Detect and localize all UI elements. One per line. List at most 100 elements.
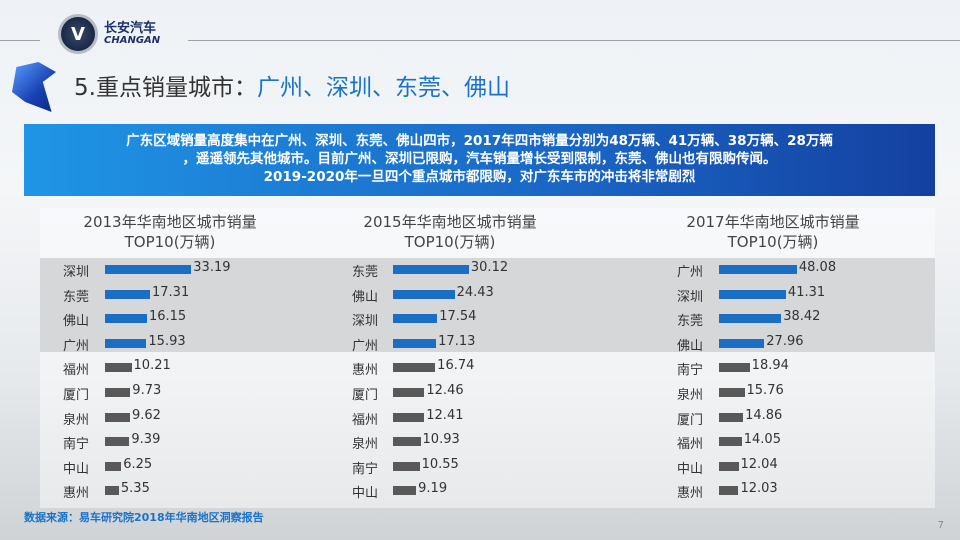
bar [393,388,425,397]
data-label: 9.19 [418,481,448,497]
bar [105,412,130,422]
bar-row: 广州 48.08 [643,257,903,281]
data-label: 10.55 [421,456,459,472]
category-label: 泉州 [63,412,90,428]
category-label: 惠州 [352,363,379,379]
category-label: 福州 [677,437,704,453]
data-label: 12.41 [426,407,464,423]
category-label: 福州 [352,412,379,428]
bar-row: 泉州 10.93 [320,429,580,453]
category-label: 厦门 [352,388,379,403]
data-label: 16.74 [437,358,475,374]
bar-row: 泉州 15.76 [643,380,903,404]
category-label: 东莞 [63,289,90,305]
bar-row: 厦门 9.73 [40,380,300,404]
data-source: 数据来源：易车研究院2018年华南地区洞察报告 [24,511,264,524]
bar [105,437,130,447]
bar-row: 南宁 9.39 [40,429,300,453]
data-label: 17.54 [439,309,477,325]
data-label: 48.08 [798,260,837,275]
data-label: 5.35 [120,481,150,497]
bar-row: 佛山 16.15 [40,306,300,330]
category-label: 广州 [63,338,90,354]
data-label: 6.25 [123,456,153,472]
ribbon-decoration-icon [12,62,56,112]
page-title: 5.重点销量城市：广州、深圳、东莞、佛山 [74,68,510,102]
bar [105,461,122,471]
bar [105,265,192,274]
bar-row: 南宁 18.94 [643,355,903,379]
bar [393,486,417,496]
bar [105,338,147,348]
category-label: 中山 [352,486,379,502]
bar [719,437,742,447]
data-label: 18.94 [751,358,789,374]
category-label: 南宁 [677,363,704,379]
category-label: 南宁 [63,437,90,453]
bar [105,388,131,397]
bar-row: 惠州 5.35 [40,478,300,502]
bar [393,461,420,471]
bar-row: 东莞 30.12 [320,257,580,281]
category-label: 泉州 [677,388,704,403]
category-label: 南宁 [352,461,379,477]
chart-title: 2017年华南地区城市销量 TOP10(万辆) [686,213,860,251]
data-label: 16.15 [148,309,187,325]
category-label: 泉州 [352,437,379,453]
category-label: 深圳 [352,314,379,330]
title-highlight: 广州、深圳、东莞、佛山 [256,75,510,101]
data-label: 24.43 [456,284,494,300]
bar-row: 泉州 9.62 [40,405,300,429]
page-number: 7 [937,520,944,531]
category-label: 佛山 [677,338,704,354]
category-label: 厦门 [63,388,90,403]
bar [105,314,147,324]
logo-cn: 长安汽车 [104,20,157,36]
data-label: 9.73 [132,383,162,398]
bar [719,265,797,274]
chart-title: 2013年华南地区城市销量 TOP10(万辆) [83,213,257,251]
bar [393,412,425,422]
bar [105,289,150,299]
data-label: 14.86 [745,407,783,423]
data-label: 15.93 [148,333,186,349]
category-label: 佛山 [352,289,379,305]
bar [105,486,119,496]
data-label: 17.31 [152,284,190,300]
header-line-right [188,40,960,41]
data-label: 15.76 [746,383,784,398]
chart-title: 2015年华南地区城市销量 TOP10(万辆) [363,213,537,251]
bar [393,289,455,299]
bar-row: 深圳 41.31 [643,282,903,306]
bar-row: 东莞 38.42 [643,306,903,330]
bar [719,388,745,397]
bar-row: 厦门 12.46 [320,380,580,404]
category-label: 深圳 [677,289,704,305]
data-label: 38.42 [783,309,821,325]
banner-line: 2019-2020年一旦四个重点城市都限购，对广东车市的冲击将非常剧烈 [263,169,696,185]
changan-v-icon: V [58,14,98,54]
data-label: 14.05 [743,432,781,448]
header-line-left [0,40,40,41]
bar [719,289,786,299]
chart-2017: 2017年华南地区城市销量 TOP10(万辆) 广州 48.08 深圳 41.31 东莞 3… [643,212,903,501]
bar [719,338,765,348]
bar-row: 东莞 17.31 [40,282,300,306]
category-label: 中山 [63,461,90,477]
bar [393,314,438,324]
bar [719,461,739,471]
category-label: 深圳 [63,265,90,280]
category-label: 广州 [677,265,704,280]
bar-row: 佛山 27.96 [643,331,903,355]
bar [105,363,132,373]
summary-banner: 广东区域销量高度集中在广州、深圳、东莞、佛山四市，2017年四市销量分别为48万… [24,124,935,196]
category-label: 福州 [63,363,90,379]
bar-row: 中山 6.25 [40,454,300,478]
banner-line: 广东区域销量高度集中在广州、深圳、东莞、佛山四市，2017年四市销量分别为48万… [126,133,833,149]
bar-row: 广州 17.13 [320,331,580,355]
bar-row: 福州 10.21 [40,355,300,379]
bar-row: 福州 14.05 [643,429,903,453]
chart-2013: 2013年华南地区城市销量 TOP10(万辆) 深圳 33.19 东莞 17.31 佛山 1… [40,212,300,501]
category-label: 惠州 [677,486,704,502]
bar-row: 南宁 10.55 [320,454,580,478]
